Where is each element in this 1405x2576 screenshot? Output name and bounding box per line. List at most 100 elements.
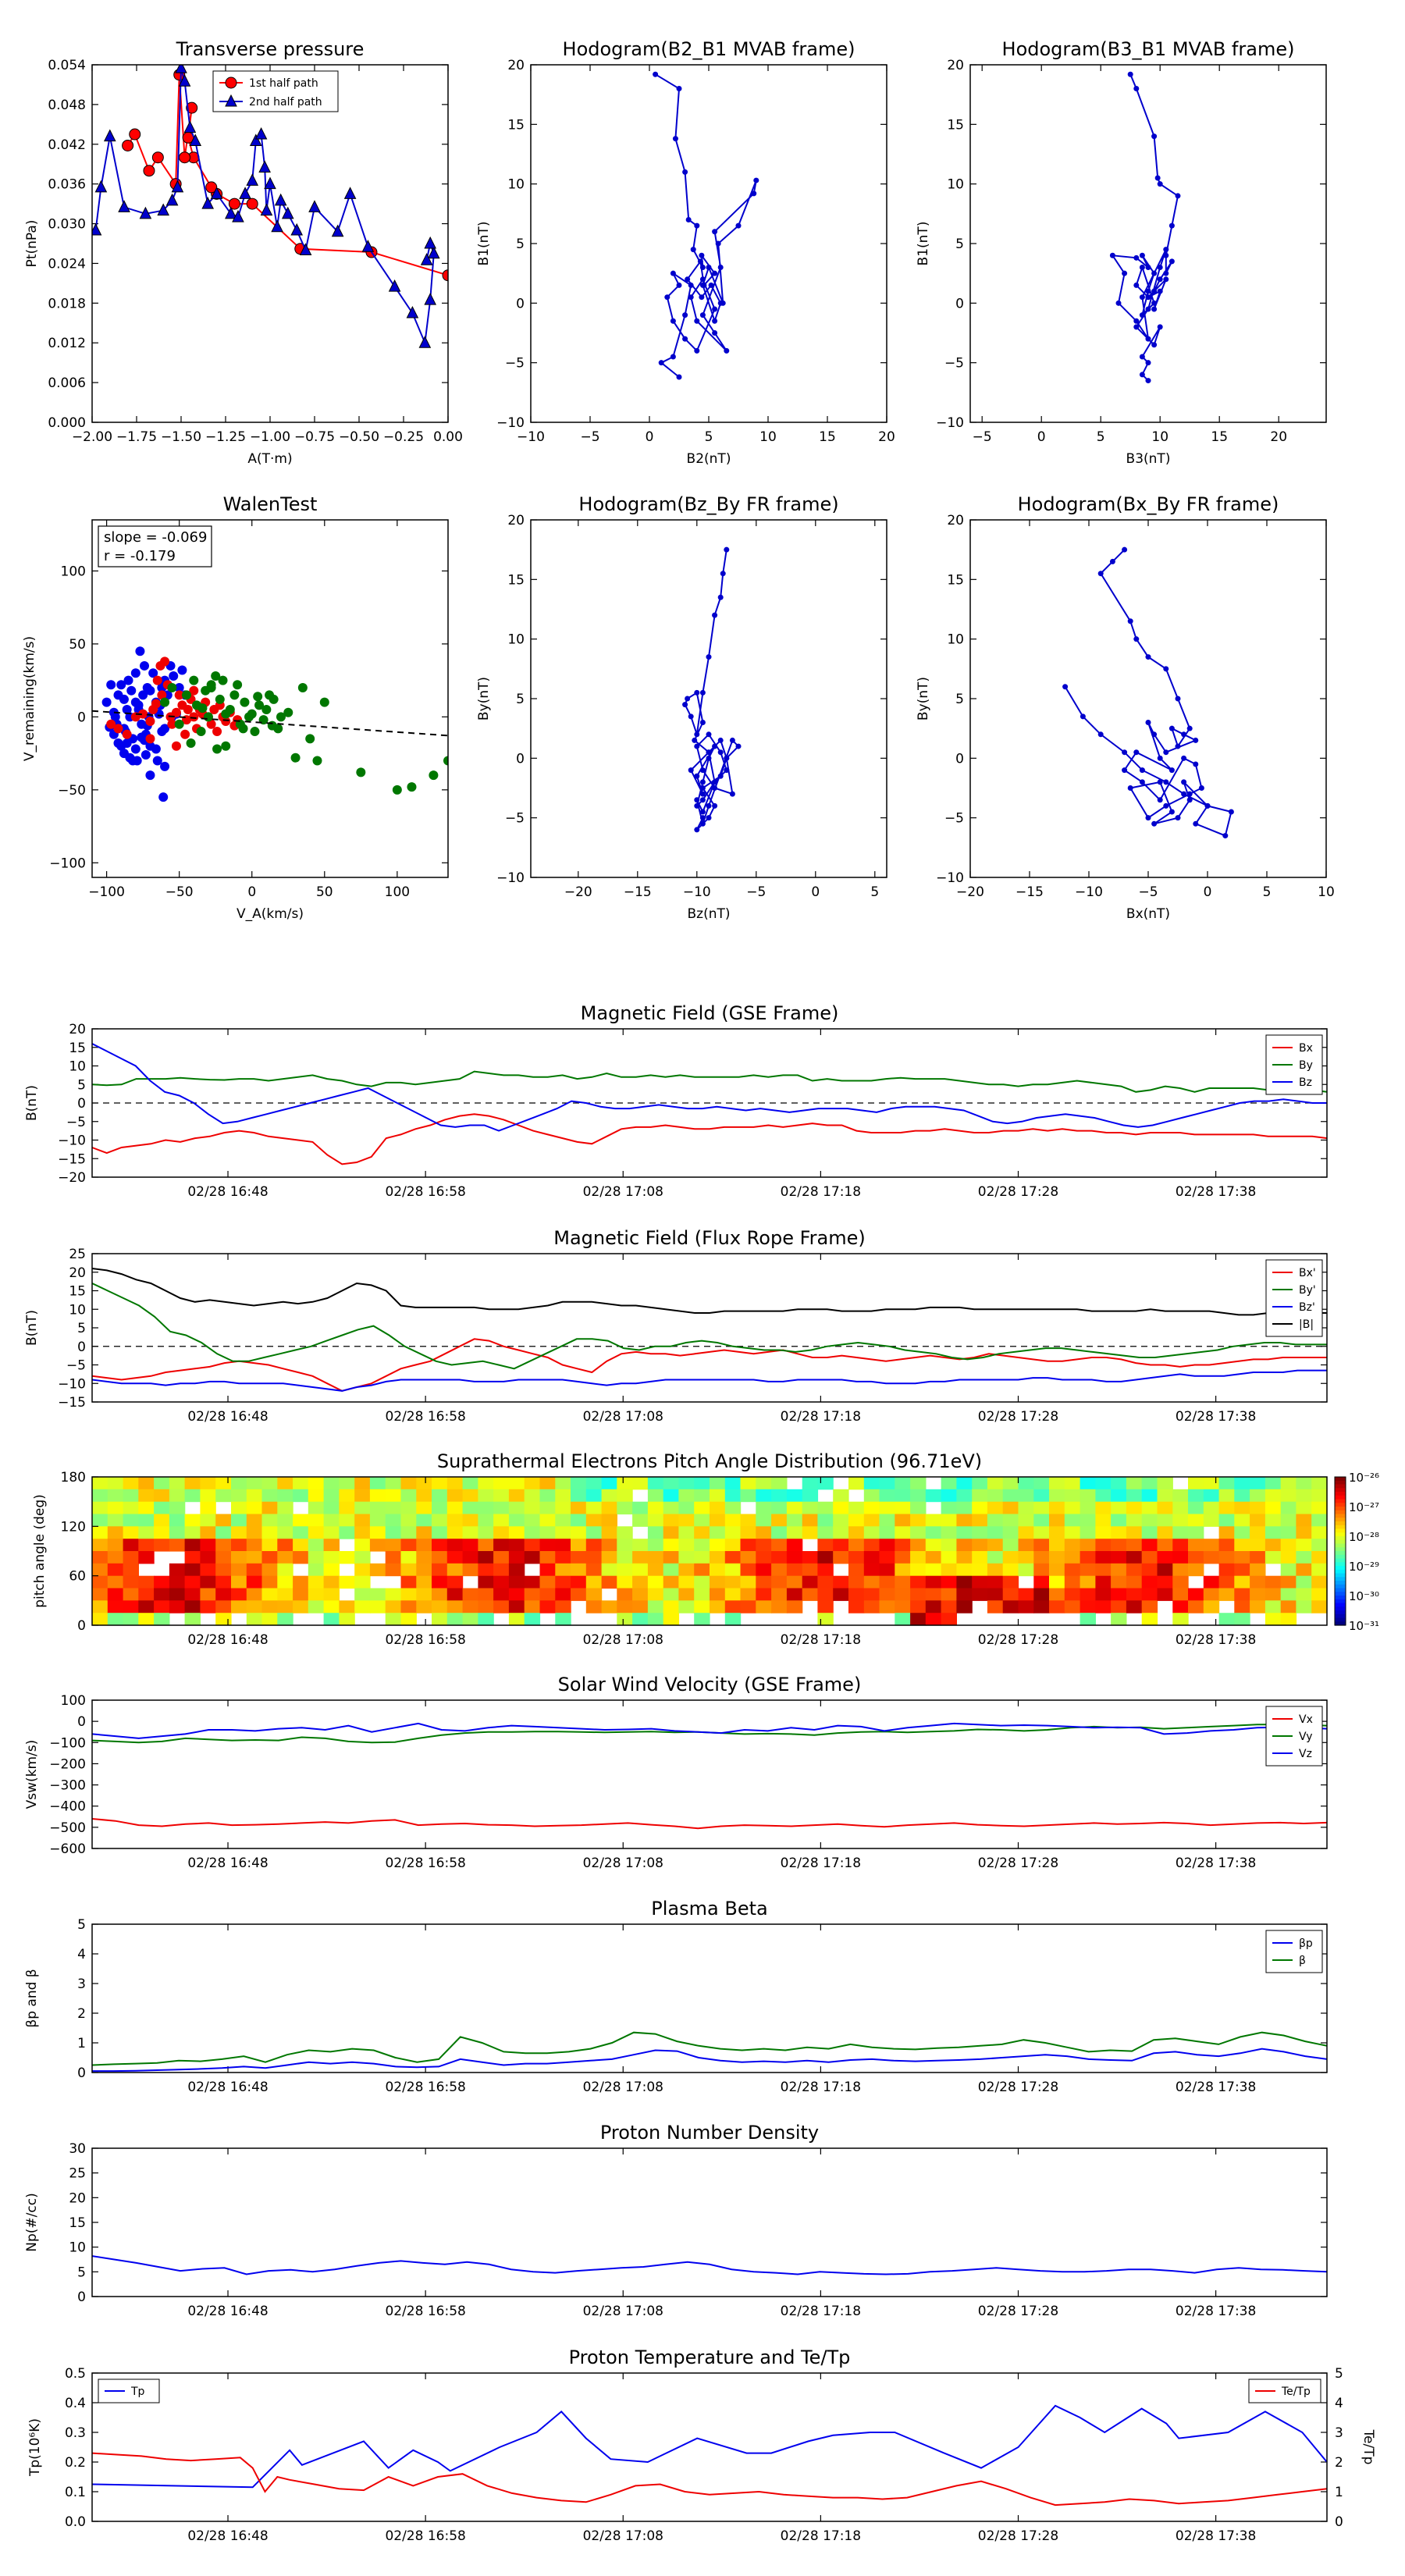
data-point xyxy=(1109,558,1115,564)
heatmap-cell xyxy=(756,1551,772,1564)
data-point xyxy=(203,712,213,722)
heatmap-cell xyxy=(416,1575,432,1589)
data-point xyxy=(685,696,691,702)
y-tick-label: 10 xyxy=(69,1059,86,1075)
heatmap-cell xyxy=(277,1551,293,1564)
heatmap-cell xyxy=(863,1526,880,1539)
heatmap-cell xyxy=(1280,1477,1297,1490)
x-tick-label: −15 xyxy=(1016,884,1044,900)
heatmap-cell xyxy=(1080,1551,1096,1564)
heatmap-cell xyxy=(215,1613,232,1626)
heatmap-cell xyxy=(1111,1477,1127,1490)
heatmap-cell xyxy=(524,1600,541,1614)
heatmap-cell xyxy=(416,1563,432,1577)
x-tick-label: −10 xyxy=(683,884,711,900)
data-point xyxy=(694,797,700,803)
heatmap-cell xyxy=(941,1588,957,1601)
heatmap-cell xyxy=(462,1514,478,1527)
legend: Tp Te/Tp xyxy=(98,2379,1321,2403)
heatmap-cell xyxy=(277,1489,293,1503)
data-point xyxy=(1139,265,1145,271)
data-point xyxy=(420,253,433,265)
data-point xyxy=(699,720,706,726)
heatmap-cell xyxy=(1080,1563,1096,1577)
chart-h4: −20 −15 −10 −5 0 5 10−10−505101520Hodogram(Bx_… xyxy=(916,493,1335,922)
heatmap-cell xyxy=(879,1526,895,1539)
data-point xyxy=(1193,820,1199,827)
heatmap-cell xyxy=(493,1600,510,1614)
heatmap-cell xyxy=(1172,1551,1189,1564)
heatmap-cell xyxy=(354,1563,371,1577)
heatmap-cell xyxy=(138,1613,155,1626)
data-point xyxy=(712,802,718,809)
heatmap-cell xyxy=(261,1489,278,1503)
heatmap-cell xyxy=(647,1489,664,1503)
heatmap-cell xyxy=(1311,1477,1328,1490)
heatmap-cell xyxy=(1264,1613,1282,1626)
heatmap-cell xyxy=(1033,1526,1050,1539)
heatmap-cell xyxy=(694,1563,710,1577)
heatmap-cell xyxy=(369,1514,386,1527)
heatmap-cell xyxy=(446,1514,464,1527)
data-point xyxy=(167,682,177,692)
heatmap-cell xyxy=(1064,1563,1081,1577)
heatmap-cell xyxy=(508,1501,525,1515)
data-point xyxy=(249,133,262,147)
y-tick-label: 2 xyxy=(77,2006,86,2022)
heatmap-cell xyxy=(1002,1600,1019,1614)
heatmap-cell xyxy=(1264,1575,1282,1589)
heatmap-cell xyxy=(740,1551,756,1564)
heatmap-cell xyxy=(123,1477,139,1490)
heatmap-cell xyxy=(956,1477,973,1490)
heatmap-cell xyxy=(555,1539,571,1552)
heatmap-cell xyxy=(369,1526,386,1539)
heatmap-cell xyxy=(1172,1539,1189,1552)
data-point xyxy=(260,203,273,216)
data-point xyxy=(189,685,199,696)
heatmap-cell xyxy=(1218,1563,1235,1577)
heatmap-cell xyxy=(987,1489,1004,1503)
heatmap-cell xyxy=(323,1489,340,1503)
heatmap-cell xyxy=(493,1477,510,1490)
heatmap-cell xyxy=(771,1526,788,1539)
heatmap-cell xyxy=(231,1600,247,1614)
x-tick-label: −2.00 xyxy=(72,429,112,445)
heatmap-cell xyxy=(1234,1613,1250,1626)
data-point xyxy=(392,785,402,795)
heatmap-cell xyxy=(848,1501,865,1515)
colorbar-frame xyxy=(1334,1476,1346,1626)
y-tick-label: 0.042 xyxy=(48,137,86,153)
data-point xyxy=(221,716,231,726)
heatmap-cell xyxy=(246,1526,263,1539)
heatmap-cell xyxy=(539,1575,556,1589)
heatmap-cell xyxy=(895,1613,911,1626)
legend-label: 1st half path xyxy=(249,77,318,90)
heatmap-cell xyxy=(385,1588,402,1601)
data-point xyxy=(676,282,682,288)
x-tick-label: 15 xyxy=(1211,429,1228,445)
heatmap-cell xyxy=(724,1563,742,1577)
colorbar-segment xyxy=(1335,1577,1346,1582)
heatmap-cell xyxy=(169,1526,186,1539)
colorbar-segment xyxy=(1335,1517,1346,1522)
y-axis-label: B(nT) xyxy=(24,1085,40,1121)
data-point xyxy=(682,312,688,318)
heatmap-cell xyxy=(601,1539,617,1552)
heatmap-cell xyxy=(1126,1539,1143,1552)
heatmap-cell xyxy=(432,1514,448,1527)
heatmap-cell xyxy=(987,1501,1004,1515)
heatmap-cell xyxy=(231,1575,247,1589)
data-point xyxy=(712,318,718,324)
data-point xyxy=(1181,755,1187,761)
data-point xyxy=(1127,71,1133,77)
data-point xyxy=(177,665,187,675)
heatmap-cell xyxy=(740,1588,756,1601)
x-tick-label: 02/28 16:58 xyxy=(385,1856,465,1871)
x-tick-label: −20 xyxy=(564,884,592,900)
heatmap-cell xyxy=(710,1526,726,1539)
heatmap-cell xyxy=(863,1588,880,1601)
heatmap-cell xyxy=(910,1600,927,1614)
